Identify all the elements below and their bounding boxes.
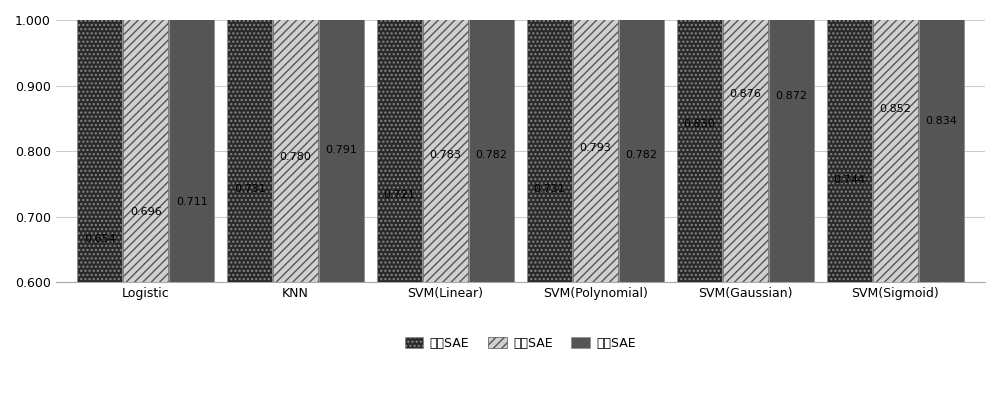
Text: 0.654: 0.654 xyxy=(84,234,116,244)
Bar xyxy=(527,0,572,282)
Bar xyxy=(723,0,768,282)
Text: 0.711: 0.711 xyxy=(176,197,208,207)
Text: 0.834: 0.834 xyxy=(925,116,957,126)
Bar xyxy=(619,0,664,282)
Text: 0.782: 0.782 xyxy=(625,150,657,160)
Bar xyxy=(469,0,514,282)
Text: 0.696: 0.696 xyxy=(130,207,162,217)
Bar xyxy=(77,0,122,282)
Bar xyxy=(319,0,364,282)
Text: 0.872: 0.872 xyxy=(775,92,807,101)
Bar xyxy=(919,0,964,282)
Text: 0.793: 0.793 xyxy=(579,143,611,153)
Text: 0.782: 0.782 xyxy=(475,150,507,160)
Bar xyxy=(769,0,814,282)
Bar xyxy=(123,0,168,282)
Bar xyxy=(169,0,214,282)
Bar xyxy=(377,0,422,282)
Bar xyxy=(423,0,468,282)
Text: 0.830: 0.830 xyxy=(683,119,715,129)
Bar xyxy=(573,0,618,282)
Text: 0.791: 0.791 xyxy=(326,145,358,154)
Text: 0.783: 0.783 xyxy=(430,150,461,160)
Bar xyxy=(273,0,318,282)
Text: 0.731: 0.731 xyxy=(234,184,266,194)
Bar xyxy=(677,0,722,282)
Text: 0.731: 0.731 xyxy=(534,184,565,194)
Text: 0.852: 0.852 xyxy=(879,104,911,115)
Bar xyxy=(827,0,872,282)
Bar xyxy=(873,0,918,282)
Text: 0.721: 0.721 xyxy=(384,190,415,200)
Text: 0.876: 0.876 xyxy=(729,89,761,99)
Text: 0.780: 0.780 xyxy=(280,152,312,162)
Bar xyxy=(227,0,272,282)
Legend: 单层SAE, 双层SAE, 三层SAE: 单层SAE, 双层SAE, 三层SAE xyxy=(400,332,641,355)
Text: 0.744: 0.744 xyxy=(833,175,865,185)
